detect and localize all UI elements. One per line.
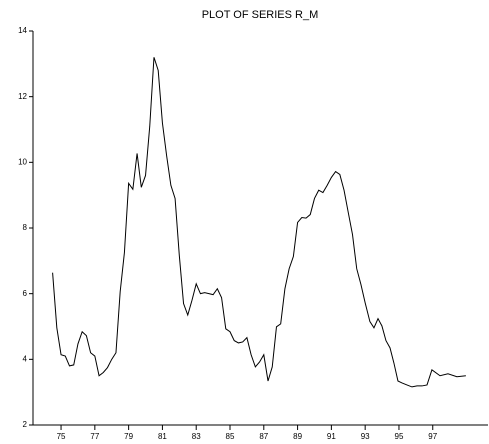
y-tick-label: 10 bbox=[18, 157, 27, 166]
x-tick-label: 83 bbox=[192, 432, 201, 441]
x-tick-label: 97 bbox=[428, 432, 437, 441]
x-tick-label: 79 bbox=[124, 432, 133, 441]
x-tick-label: 95 bbox=[395, 432, 404, 441]
x-tick-label: 89 bbox=[293, 432, 302, 441]
x-tick-label: 87 bbox=[259, 432, 268, 441]
series-line bbox=[52, 57, 466, 388]
chart-title: PLOT OF SERIES R_M bbox=[202, 9, 319, 21]
x-tick-label: 91 bbox=[327, 432, 336, 441]
y-tick-label: 6 bbox=[23, 289, 28, 298]
x-tick-label: 81 bbox=[158, 432, 167, 441]
y-tick-label: 2 bbox=[23, 420, 28, 429]
y-tick-label: 12 bbox=[18, 92, 27, 101]
x-tick-label: 93 bbox=[361, 432, 370, 441]
x-tick-label: 85 bbox=[226, 432, 235, 441]
y-tick-label: 4 bbox=[23, 354, 28, 363]
x-tick-label: 77 bbox=[90, 432, 99, 441]
x-tick-label: 75 bbox=[57, 432, 66, 441]
y-tick-label: 14 bbox=[18, 26, 27, 35]
y-tick-label: 8 bbox=[23, 223, 28, 232]
